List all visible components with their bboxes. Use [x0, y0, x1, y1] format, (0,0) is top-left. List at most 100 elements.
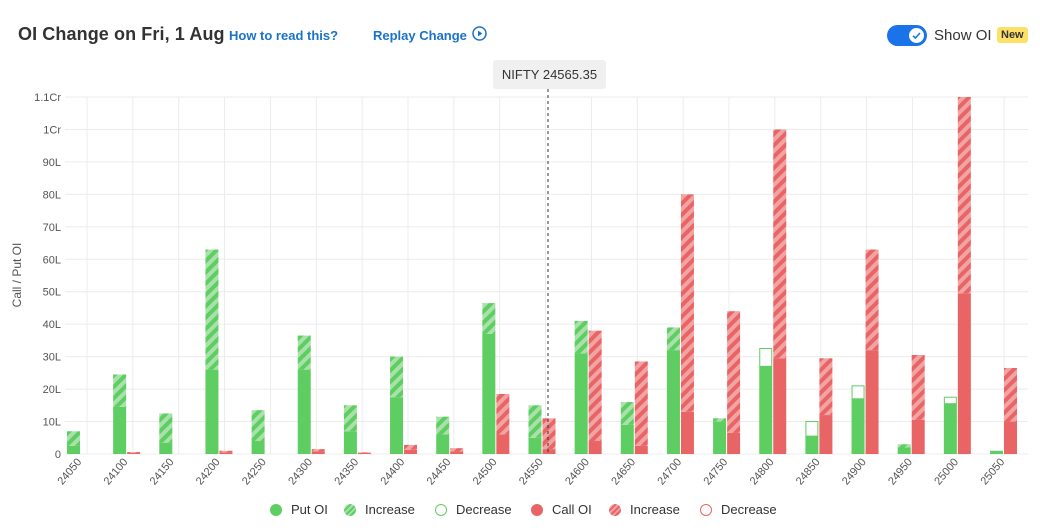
put-oi-bar[interactable] [482, 333, 496, 454]
put-increase-bar[interactable] [113, 374, 127, 407]
call-oi-bar[interactable] [357, 453, 371, 454]
put-increase-bar[interactable] [436, 416, 450, 435]
legend-put-decrease[interactable]: Decrease [435, 502, 512, 517]
x-tick-label: 24850 [794, 456, 823, 487]
put-increase-bar[interactable] [528, 405, 542, 438]
call-increase-bar[interactable] [450, 448, 464, 452]
put-decrease-bar[interactable] [943, 396, 957, 405]
call-oi-bar[interactable] [634, 445, 648, 454]
x-tick-label: 24150 [148, 456, 177, 487]
put-oi-bar[interactable] [620, 424, 634, 454]
call-oi-bar[interactable] [865, 350, 879, 454]
put-oi-bar[interactable] [67, 445, 80, 454]
call-increase-bar[interactable] [311, 449, 325, 452]
put-increase-bar[interactable] [159, 413, 173, 443]
call-increase-bar[interactable] [773, 129, 787, 359]
call-increase-bar[interactable] [819, 358, 833, 416]
play-circle-icon[interactable] [472, 26, 487, 41]
call-oi-bar[interactable] [127, 453, 141, 454]
call-oi-bar[interactable] [727, 432, 741, 454]
put-oi-bar[interactable] [113, 406, 127, 454]
replay-change-link[interactable]: Replay Change [373, 28, 467, 43]
call-oi-bar[interactable] [542, 449, 556, 454]
call-increase-bar[interactable] [865, 249, 879, 351]
put-increase-bar[interactable] [482, 303, 496, 334]
put-oi-bar[interactable] [297, 369, 311, 454]
put-increase-bar[interactable] [713, 418, 727, 422]
call-increase-bar[interactable] [357, 452, 371, 454]
call-increase-bar[interactable] [634, 361, 648, 446]
y-tick-label: 40L [43, 319, 61, 331]
put-increase-bar[interactable] [574, 320, 588, 354]
call-oi-bar[interactable] [819, 415, 833, 454]
put-increase-bar[interactable] [67, 431, 80, 446]
call-increase-bar[interactable] [1004, 367, 1017, 422]
put-decrease-bar[interactable] [805, 421, 819, 437]
put-oi-bar[interactable] [666, 350, 680, 454]
put-increase-bar[interactable] [343, 405, 357, 432]
put-increase-bar[interactable] [251, 410, 265, 442]
check-icon [912, 32, 921, 40]
put-oi-bar[interactable] [713, 421, 727, 454]
put-oi-bar[interactable] [343, 431, 357, 454]
call-increase-bar[interactable] [911, 355, 925, 420]
call-increase-bar[interactable] [588, 330, 602, 442]
call-oi-bar[interactable] [219, 452, 233, 454]
legend-call-decrease[interactable]: Decrease [700, 502, 777, 517]
call-increase-bar[interactable] [680, 194, 694, 412]
legend-call-oi[interactable]: Call OI [531, 502, 592, 517]
call-oi-bar[interactable] [450, 451, 464, 454]
call-oi-bar[interactable] [496, 434, 510, 454]
put-decrease-bar[interactable] [759, 348, 773, 367]
put-oi-bar[interactable] [897, 447, 911, 454]
call-increase-bar[interactable] [404, 444, 418, 450]
put-increase-bar[interactable] [297, 335, 311, 370]
call-oi-bar[interactable] [911, 419, 925, 454]
put-oi-bar[interactable] [943, 403, 957, 454]
put-decrease-bar[interactable] [851, 385, 865, 400]
call-increase-bar[interactable] [496, 393, 510, 435]
call-oi-bar[interactable] [404, 449, 418, 454]
put-oi-bar[interactable] [574, 353, 588, 454]
call-increase-bar[interactable] [957, 97, 971, 294]
put-oi-bar[interactable] [528, 437, 542, 454]
put-oi-bar[interactable] [851, 398, 865, 454]
put-oi-bar[interactable] [759, 366, 773, 454]
put-oi-bar[interactable] [390, 397, 404, 454]
put-oi-bar[interactable] [805, 436, 819, 454]
call-oi-bar[interactable] [680, 411, 694, 454]
legend-put-increase[interactable]: Increase [344, 502, 415, 517]
x-tick-label: 24600 [563, 456, 592, 487]
call-oi-bar[interactable] [957, 293, 971, 454]
put-increase-bar[interactable] [897, 444, 911, 448]
legend-put-oi[interactable]: Put OI [270, 502, 328, 517]
y-tick-label: 1.1Cr [34, 92, 61, 104]
call-increase-bar[interactable] [127, 452, 141, 454]
how-to-read-link[interactable]: How to read this? [229, 28, 339, 43]
call-increase-bar[interactable] [727, 311, 741, 433]
show-oi-label: Show OI [934, 27, 992, 44]
put-increase-bar[interactable] [205, 249, 219, 370]
put-oi-bar[interactable] [990, 450, 1003, 454]
call-oi-swatch [531, 503, 543, 516]
put-oi-bar[interactable] [205, 369, 219, 454]
legend-label: Put OI [291, 502, 328, 517]
x-tick-label: 24100 [102, 456, 131, 487]
call-oi-bar[interactable] [773, 358, 787, 454]
y-tick-label: 30L [43, 352, 61, 364]
call-oi-bar[interactable] [588, 441, 602, 454]
put-increase-bar[interactable] [620, 402, 634, 425]
show-oi-toggle[interactable] [887, 25, 927, 46]
put-increase-bar[interactable] [390, 356, 404, 398]
x-tick-label: 25000 [932, 456, 961, 487]
call-increase-bar[interactable] [219, 450, 233, 453]
put-oi-bar[interactable] [159, 442, 173, 454]
legend-call-increase[interactable]: Increase [609, 502, 680, 517]
put-oi-bar[interactable] [436, 434, 450, 454]
put-oi-bar[interactable] [251, 441, 265, 454]
y-tick-label: 10L [43, 417, 61, 429]
call-oi-bar[interactable] [311, 451, 325, 454]
call-oi-bar[interactable] [1004, 421, 1017, 454]
call-increase-bar[interactable] [542, 418, 556, 450]
put-increase-bar[interactable] [666, 327, 680, 351]
